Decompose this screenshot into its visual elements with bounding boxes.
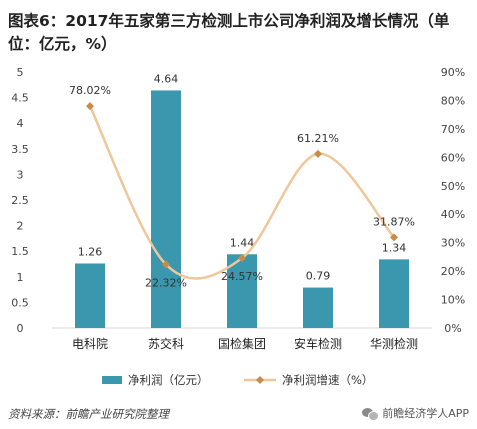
bar — [75, 263, 105, 328]
y-left-tick-label: 1 — [17, 271, 24, 284]
y-right-tick-label: 10% — [441, 294, 465, 307]
bar-value-label: 4.64 — [154, 72, 179, 85]
y-left-tick-label: 4.5 — [11, 92, 29, 105]
y-left-tick-label: 3 — [17, 168, 24, 181]
bar-value-label: 1.34 — [382, 241, 407, 254]
chart-title: 图表6：2017年五家第三方检测上市公司净利润及增长情况（单位：亿元，%） — [8, 12, 450, 53]
legend-line-label: 净利润增速（%） — [282, 373, 373, 387]
y-right-tick-label: 0% — [444, 322, 461, 335]
y-left-tick-label: 1.5 — [11, 245, 29, 258]
bar-value-label: 1.26 — [78, 245, 103, 258]
brand-label: 前瞻经济学人APP — [382, 407, 469, 420]
growth-value-label: 22.32% — [145, 277, 187, 290]
y-left-tick-label: 0 — [17, 322, 24, 335]
y-left-tick-label: 4 — [17, 117, 24, 130]
x-tick-label: 安车检测 — [294, 336, 342, 351]
growth-marker — [390, 233, 398, 242]
y-right-tick-label: 40% — [441, 208, 465, 221]
y-right-tick-label: 20% — [441, 265, 465, 278]
bar-value-label: 1.44 — [230, 236, 255, 249]
growth-line — [88, 105, 395, 280]
growth-marker — [238, 254, 246, 263]
growth-value-label: 31.87% — [373, 215, 415, 228]
y-right-tick-label: 30% — [441, 237, 465, 250]
y-left-tick-label: 2 — [17, 220, 24, 233]
growth-value-label: 78.02% — [69, 84, 111, 97]
y-left-tick-label: 2.5 — [11, 194, 29, 207]
bar — [227, 254, 257, 328]
x-tick-label: 电科院 — [72, 337, 108, 351]
x-tick-label: 国检集团 — [218, 336, 266, 351]
legend-bar-label: 净利润（亿元） — [128, 373, 209, 387]
growth-marker — [162, 260, 170, 269]
y-right-axis: 0% 10% 20% 30% 40% 50% 60% 70% 80% 90% — [441, 66, 465, 335]
x-tick-label: 苏交科 — [148, 336, 184, 351]
y-right-tick-label: 80% — [441, 94, 465, 107]
y-left-tick-label: 5 — [17, 66, 24, 79]
brand: 前瞻经济学人APP — [362, 405, 469, 421]
bar — [379, 259, 409, 328]
y-right-tick-label: 90% — [441, 66, 465, 79]
growth-marker — [314, 149, 322, 158]
growth-marker — [86, 102, 94, 111]
bar — [151, 90, 181, 328]
y-right-tick-label: 50% — [441, 180, 465, 193]
bar-value-label: 0.79 — [306, 270, 331, 283]
legend-bar-swatch — [102, 376, 122, 384]
legend-line-marker — [256, 376, 264, 384]
bar — [303, 287, 333, 328]
y-left-axis: 0 0.5 1 1.5 2 2.5 3 3.5 4 4.5 5 — [11, 66, 29, 335]
wechat-icon — [362, 407, 380, 421]
source-note: 资料来源：前瞻产业研究院整理 — [8, 407, 169, 421]
growth-markers — [86, 102, 398, 269]
y-right-tick-label: 60% — [441, 151, 465, 164]
x-tick-label: 华测检测 — [370, 336, 418, 351]
y-right-tick-label: 70% — [441, 123, 465, 136]
y-left-tick-label: 0.5 — [11, 296, 29, 309]
x-axis-labels: 电科院 苏交科 国检集团 安车检测 华测检测 — [72, 336, 418, 351]
growth-value-labels: 78.02% 22.32% 24.57% 61.21% 31.87% — [69, 84, 415, 289]
growth-value-label: 61.21% — [297, 132, 339, 145]
y-left-tick-label: 3.5 — [11, 143, 29, 156]
legend: 净利润（亿元） 净利润增速（%） — [102, 373, 373, 387]
growth-value-label: 24.57% — [221, 270, 263, 283]
bar-series — [75, 90, 409, 328]
bar-value-labels: 1.26 4.64 1.44 0.79 1.34 — [78, 72, 407, 282]
